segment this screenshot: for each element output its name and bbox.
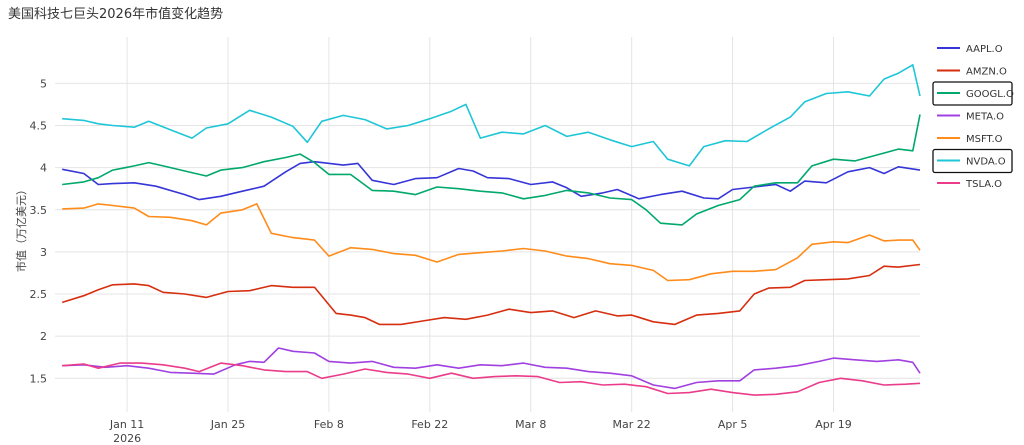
x-tick-label: Jan 25 bbox=[210, 418, 245, 431]
y-tick-label: 2 bbox=[40, 330, 47, 343]
y-tick-label: 4 bbox=[40, 162, 47, 175]
legend-label: AMZN.O bbox=[966, 67, 1007, 78]
grid-layer bbox=[55, 37, 920, 412]
legend-label: MSFT.O bbox=[966, 134, 1003, 145]
series-line-aapl-o bbox=[62, 160, 921, 201]
x-tick-label: Jan 11 bbox=[109, 418, 144, 431]
series-line-googl-o bbox=[62, 114, 921, 226]
legend-item-nvda-o[interactable]: NVDA.O bbox=[932, 148, 1013, 174]
series-line-amzn-o bbox=[61, 263, 921, 326]
chart-title: 美国科技七巨头2026年市值变化趋势 bbox=[8, 7, 224, 22]
y-axis-title: 市值（万亿美元） bbox=[14, 184, 28, 272]
legend-item-googl-o[interactable]: GOOGL.O bbox=[932, 81, 1014, 106]
legend-label: TSLA.O bbox=[965, 179, 1002, 190]
legend-item-tsla-o[interactable]: TSLA.O bbox=[937, 179, 1002, 190]
legend[interactable]: AAPL.O AMZN.O GOOGL.O META.O MSFT.O NVDA.O TSL… bbox=[932, 44, 1014, 190]
legend-highlight-box bbox=[932, 81, 1013, 106]
x-tick-label: Apr 5 bbox=[718, 418, 748, 431]
legend-label: META.O bbox=[966, 112, 1004, 123]
y-tick-label: 4.5 bbox=[30, 119, 48, 132]
x-tick-label: Mar 22 bbox=[613, 418, 651, 431]
legend-highlight-box bbox=[932, 148, 1013, 174]
legend-label: GOOGL.O bbox=[966, 89, 1014, 100]
y-tick-label: 3.5 bbox=[30, 204, 48, 217]
legend-item-msft-o[interactable]: MSFT.O bbox=[937, 134, 1003, 145]
legend-label: AAPL.O bbox=[966, 44, 1003, 55]
x-tick-label: Mar 8 bbox=[515, 418, 546, 431]
series-layer bbox=[61, 64, 921, 396]
series-line-meta-o bbox=[62, 347, 921, 390]
legend-item-aapl-o[interactable]: AAPL.O bbox=[937, 44, 1003, 55]
y-tick-label: 2.5 bbox=[30, 288, 48, 301]
y-tick-label: 1.5 bbox=[30, 372, 48, 385]
x-tick-sublabel: 2026 bbox=[113, 432, 141, 445]
legend-item-meta-o[interactable]: META.O bbox=[937, 112, 1004, 123]
legend-label: NVDA.O bbox=[966, 157, 1006, 168]
x-tick-label: Feb 22 bbox=[411, 418, 448, 431]
series-line-tsla-o bbox=[62, 362, 921, 396]
x-tick-label: Feb 8 bbox=[314, 418, 344, 431]
series-line-msft-o bbox=[62, 203, 921, 282]
x-tick-label: Apr 19 bbox=[815, 418, 852, 431]
legend-item-amzn-o[interactable]: AMZN.O bbox=[937, 67, 1007, 78]
y-tick-label: 3 bbox=[40, 246, 47, 259]
series-line-nvda-o bbox=[62, 64, 921, 167]
y-tick-label: 5 bbox=[40, 77, 47, 90]
